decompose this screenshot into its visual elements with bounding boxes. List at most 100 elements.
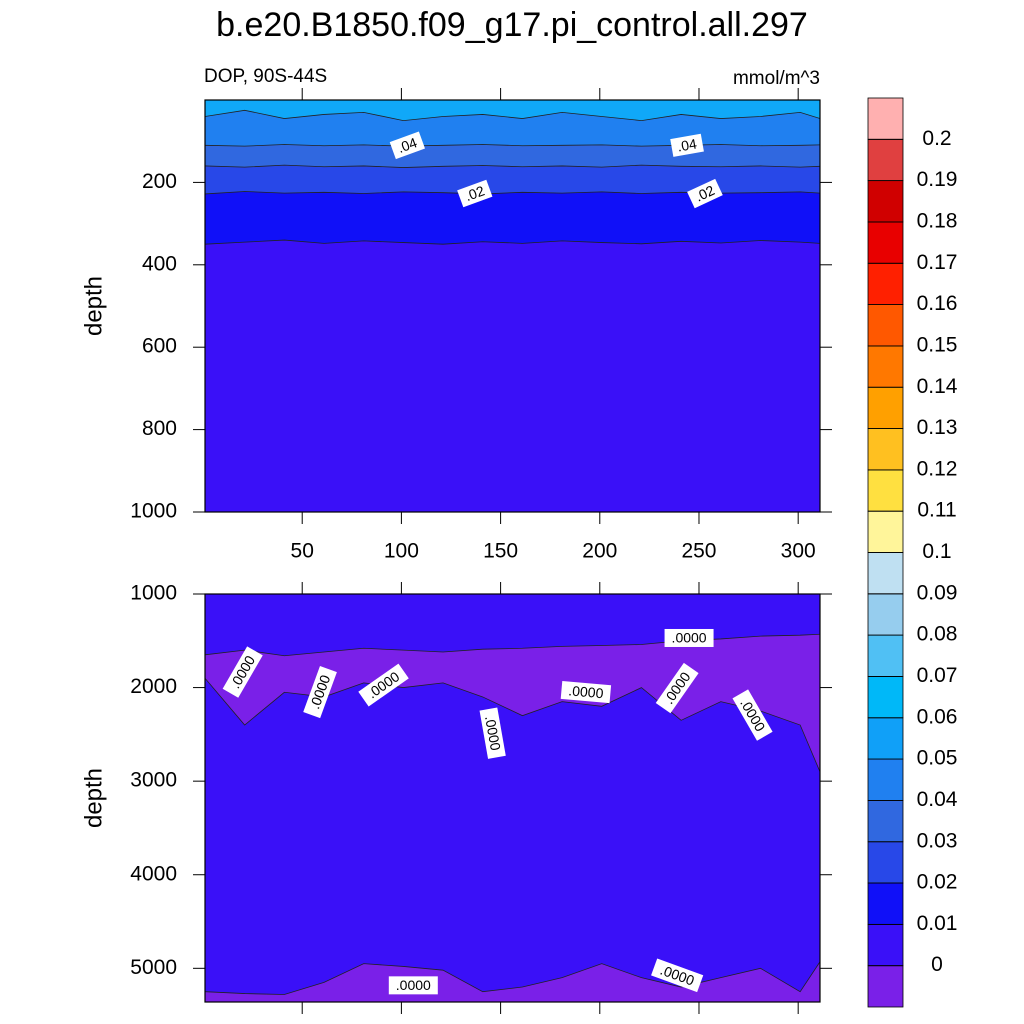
colorbar-box bbox=[867, 97, 904, 140]
colorbar-label: 0.16 bbox=[917, 292, 958, 315]
colorbar-box bbox=[867, 345, 904, 388]
contour-label-bg bbox=[655, 662, 699, 714]
colorbar-box bbox=[867, 262, 904, 305]
contour-label-text: .0000 bbox=[672, 630, 707, 646]
y-tick-label: 800 bbox=[142, 417, 177, 440]
contour-line bbox=[205, 961, 820, 995]
colorbar-box bbox=[867, 428, 904, 471]
plot-area bbox=[205, 100, 820, 512]
colorbar-box bbox=[867, 510, 904, 553]
colorbar-label: 0.13 bbox=[917, 416, 958, 439]
x-tick-label: 250 bbox=[681, 540, 716, 563]
y-tick-label: 3000 bbox=[130, 769, 177, 792]
y-tick-label: 200 bbox=[142, 170, 177, 193]
colorbar-box bbox=[867, 717, 904, 760]
y-tick-label: 5000 bbox=[130, 956, 177, 979]
subtitle-right: mmol/m^3 bbox=[733, 68, 820, 89]
contour-line bbox=[205, 144, 820, 147]
colorbar-label: 0.14 bbox=[917, 375, 958, 398]
band bbox=[205, 961, 820, 1002]
contour-label-text: .0000 bbox=[568, 682, 605, 701]
colorbar-label: 0.11 bbox=[917, 499, 956, 522]
x-tick-label: 300 bbox=[781, 540, 816, 563]
contour-label-text: .04 bbox=[395, 134, 419, 156]
contour-label: .02 bbox=[457, 179, 493, 208]
colorbar-label: 0.09 bbox=[917, 581, 958, 604]
colorbar-label: 0.03 bbox=[917, 829, 958, 852]
colorbar-label: 0.05 bbox=[917, 747, 958, 770]
contour-label-bg bbox=[560, 680, 612, 704]
y-tick-label: 600 bbox=[142, 335, 177, 358]
colorbar-box bbox=[867, 221, 904, 264]
colorbar-label: 0.01 bbox=[917, 912, 958, 935]
contour-line bbox=[205, 633, 820, 657]
colorbar-label: 0.19 bbox=[917, 168, 958, 191]
y-tick-label: 4000 bbox=[130, 862, 177, 885]
colorbar-label: 0.2 bbox=[922, 127, 951, 150]
plot-area bbox=[205, 594, 820, 1002]
colorbar-label: 0.04 bbox=[917, 788, 958, 811]
contour-label: .0000 bbox=[479, 707, 506, 759]
band bbox=[205, 240, 820, 512]
contour-line bbox=[205, 164, 820, 168]
colorbar-label: 0 bbox=[931, 953, 943, 976]
x-tick-label: 50 bbox=[291, 540, 314, 563]
colorbar-box bbox=[867, 593, 904, 636]
contour-label: .0000 bbox=[664, 628, 714, 647]
colorbar-box bbox=[867, 138, 904, 182]
colorbar-box bbox=[867, 469, 904, 512]
contour-label-bg bbox=[687, 178, 723, 209]
contour-label-bg bbox=[457, 179, 493, 208]
colorbar-box bbox=[867, 758, 904, 801]
plot-frame bbox=[204, 99, 821, 513]
colorbar-box bbox=[867, 386, 904, 429]
contour-label-text: .02 bbox=[463, 182, 487, 204]
colorbar-box bbox=[867, 304, 904, 347]
chart-title: b.e20.B1850.f09_g17.pi_control.all.297 bbox=[216, 6, 808, 44]
contour-label-bg bbox=[222, 646, 263, 698]
y-axis-label: depth bbox=[80, 768, 107, 828]
colorbar-label: 0.02 bbox=[917, 871, 958, 894]
colorbar-label: 0.06 bbox=[917, 705, 958, 728]
plot-frame bbox=[204, 593, 821, 1003]
band bbox=[205, 678, 820, 1002]
contour-line bbox=[205, 191, 820, 195]
contour-label-bg bbox=[651, 958, 704, 993]
contour-label-text: .04 bbox=[676, 135, 698, 154]
colorbar-box bbox=[867, 882, 904, 925]
y-tick-label: 2000 bbox=[130, 675, 177, 698]
y-tick-label: 1000 bbox=[130, 500, 177, 523]
colorbar-box bbox=[867, 180, 904, 223]
colorbar-label: 0.07 bbox=[917, 664, 958, 687]
contour-line bbox=[205, 239, 820, 245]
contour-label-bg bbox=[303, 665, 337, 719]
colorbar-label: 0.08 bbox=[917, 623, 958, 646]
subtitle-left: DOP, 90S-44S bbox=[204, 66, 327, 87]
contour-label: .02 bbox=[687, 178, 723, 209]
contour-label-bg bbox=[388, 976, 438, 995]
colorbar-box bbox=[867, 841, 904, 884]
colorbar-label: 0.12 bbox=[917, 457, 958, 480]
x-tick-label: 150 bbox=[483, 540, 518, 563]
x-tick-label: 100 bbox=[384, 540, 419, 563]
contour-label: .0000 bbox=[560, 680, 612, 704]
y-tick-label: 400 bbox=[142, 252, 177, 275]
colorbar-label: 0.18 bbox=[917, 210, 958, 233]
contour-label-text: .0000 bbox=[482, 714, 504, 751]
colorbar-label: 0.15 bbox=[917, 333, 958, 356]
contour-label-bg bbox=[664, 628, 714, 647]
colorbar-label: 0.1 bbox=[922, 540, 951, 563]
colorbar-box bbox=[867, 923, 904, 967]
colorbar-box bbox=[867, 965, 904, 1008]
contour-label-bg bbox=[389, 131, 425, 160]
contour-line bbox=[205, 109, 820, 122]
x-tick-label: 200 bbox=[582, 540, 617, 563]
contour-label-text: .02 bbox=[693, 182, 718, 205]
y-axis-label: depth bbox=[80, 276, 107, 336]
contour-label-bg bbox=[358, 663, 409, 707]
contour-label: .04 bbox=[670, 133, 704, 157]
contour-label-bg bbox=[670, 133, 704, 157]
contour-label: .04 bbox=[389, 131, 425, 160]
contour-label-text: .0000 bbox=[396, 977, 431, 993]
